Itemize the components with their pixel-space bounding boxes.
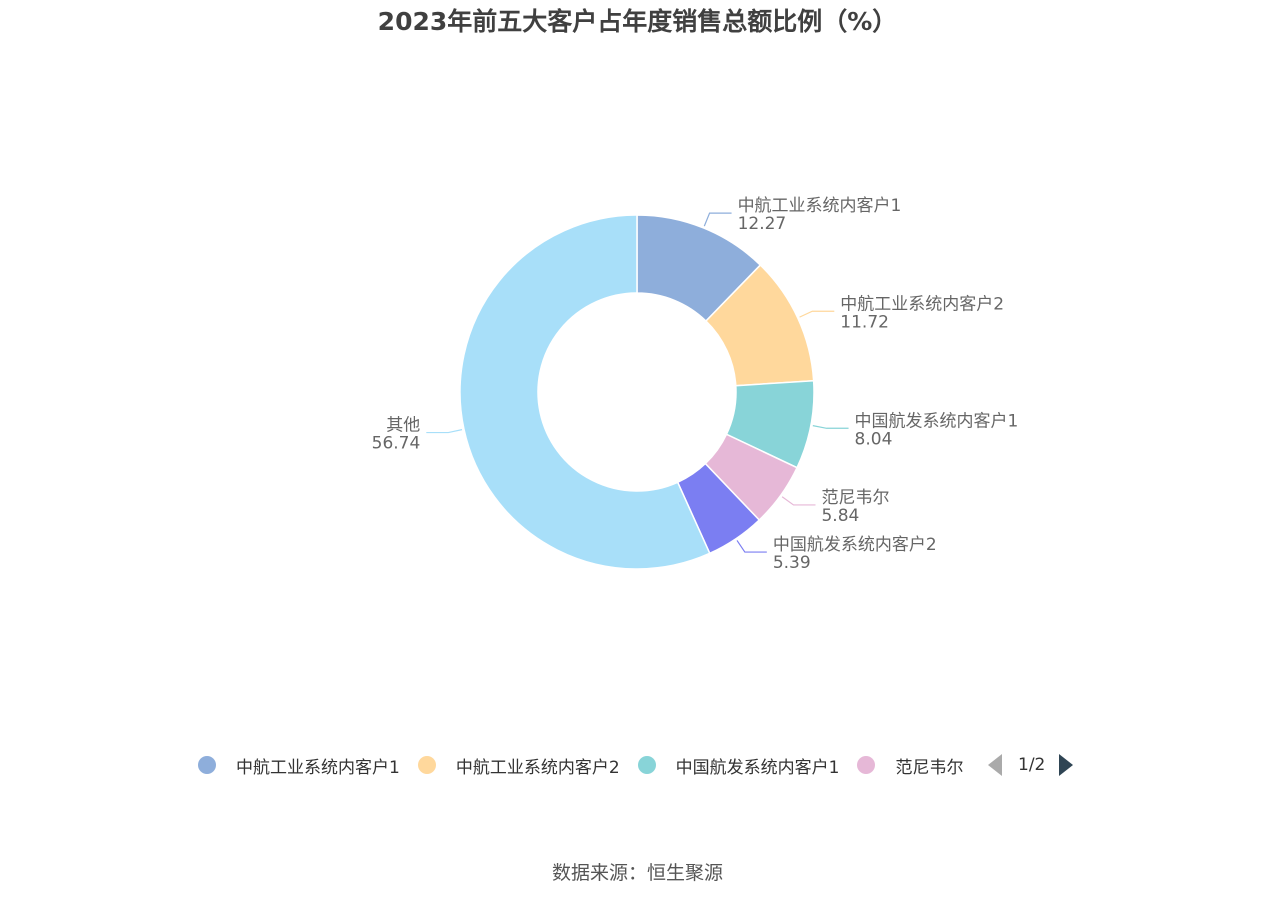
data-source: 数据来源：恒生聚源	[551, 862, 723, 884]
slice-value-label-3: 8.04	[855, 429, 893, 449]
legend-pager: 1/2	[988, 754, 1074, 776]
legend-item-2[interactable]: 中航工业系统内客户2	[417, 753, 620, 778]
slice-name-label-6: 其他	[386, 416, 420, 436]
leader-line-2	[799, 310, 835, 318]
slice-value-label-5: 5.39	[773, 553, 811, 573]
slice-name-label-1: 中航工业系统内客户1	[738, 196, 902, 216]
slice-name-label-4: 范尼韦尔	[821, 488, 889, 508]
slice-value-label-2: 11.72	[840, 312, 889, 332]
legend-label-3: 中国航发系统内客户1	[675, 757, 840, 778]
legend-item-1[interactable]: 中航工业系统内客户1	[198, 753, 400, 778]
legend-marker-1	[198, 756, 216, 774]
slice-6[interactable]	[459, 214, 711, 570]
leader-line-4	[781, 496, 816, 506]
leader-line-1	[703, 212, 732, 227]
slice-value-label-1: 12.27	[738, 214, 787, 234]
slice-name-label-3: 中国航发系统内客户1	[855, 411, 1019, 431]
legend-item-4[interactable]: 范尼韦尔	[857, 753, 963, 778]
arrow-left-icon[interactable]	[988, 754, 1002, 776]
slice-name-label-5: 中国航发系统内客户2	[773, 535, 937, 555]
leader-line-5	[736, 540, 767, 553]
leader-line-3	[812, 425, 849, 429]
slice-value-label-4: 5.84	[821, 506, 859, 526]
legend-label-4: 范尼韦尔	[895, 757, 964, 778]
arrow-right-icon[interactable]	[1059, 754, 1074, 776]
legend-label-1: 中航工业系统内客户1	[236, 757, 400, 778]
chart-title: 2023年前五大客户占年度销售总额比例（%）	[377, 7, 898, 36]
legend-marker-3	[637, 756, 656, 774]
legend-marker-2	[417, 756, 436, 774]
slice-value-label-6: 56.74	[372, 434, 421, 454]
legend-label-2: 中航工业系统内客户2	[455, 757, 620, 778]
legend-items: 中航工业系统内客户1 中航工业系统内客户2 中国航发系统内客户1 范尼韦尔	[198, 753, 976, 778]
legend: 中航工业系统内客户1 中航工业系统内客户2 中国航发系统内客户1 范尼韦尔 1/…	[198, 750, 1074, 780]
legend-item-3[interactable]: 中国航发系统内客户1	[637, 753, 840, 778]
leader-line-6	[426, 429, 463, 434]
legend-page-indicator: 1/2	[1018, 755, 1046, 775]
legend-marker-4	[857, 756, 876, 774]
slice-name-label-2: 中航工业系统内客户2	[840, 294, 1004, 314]
